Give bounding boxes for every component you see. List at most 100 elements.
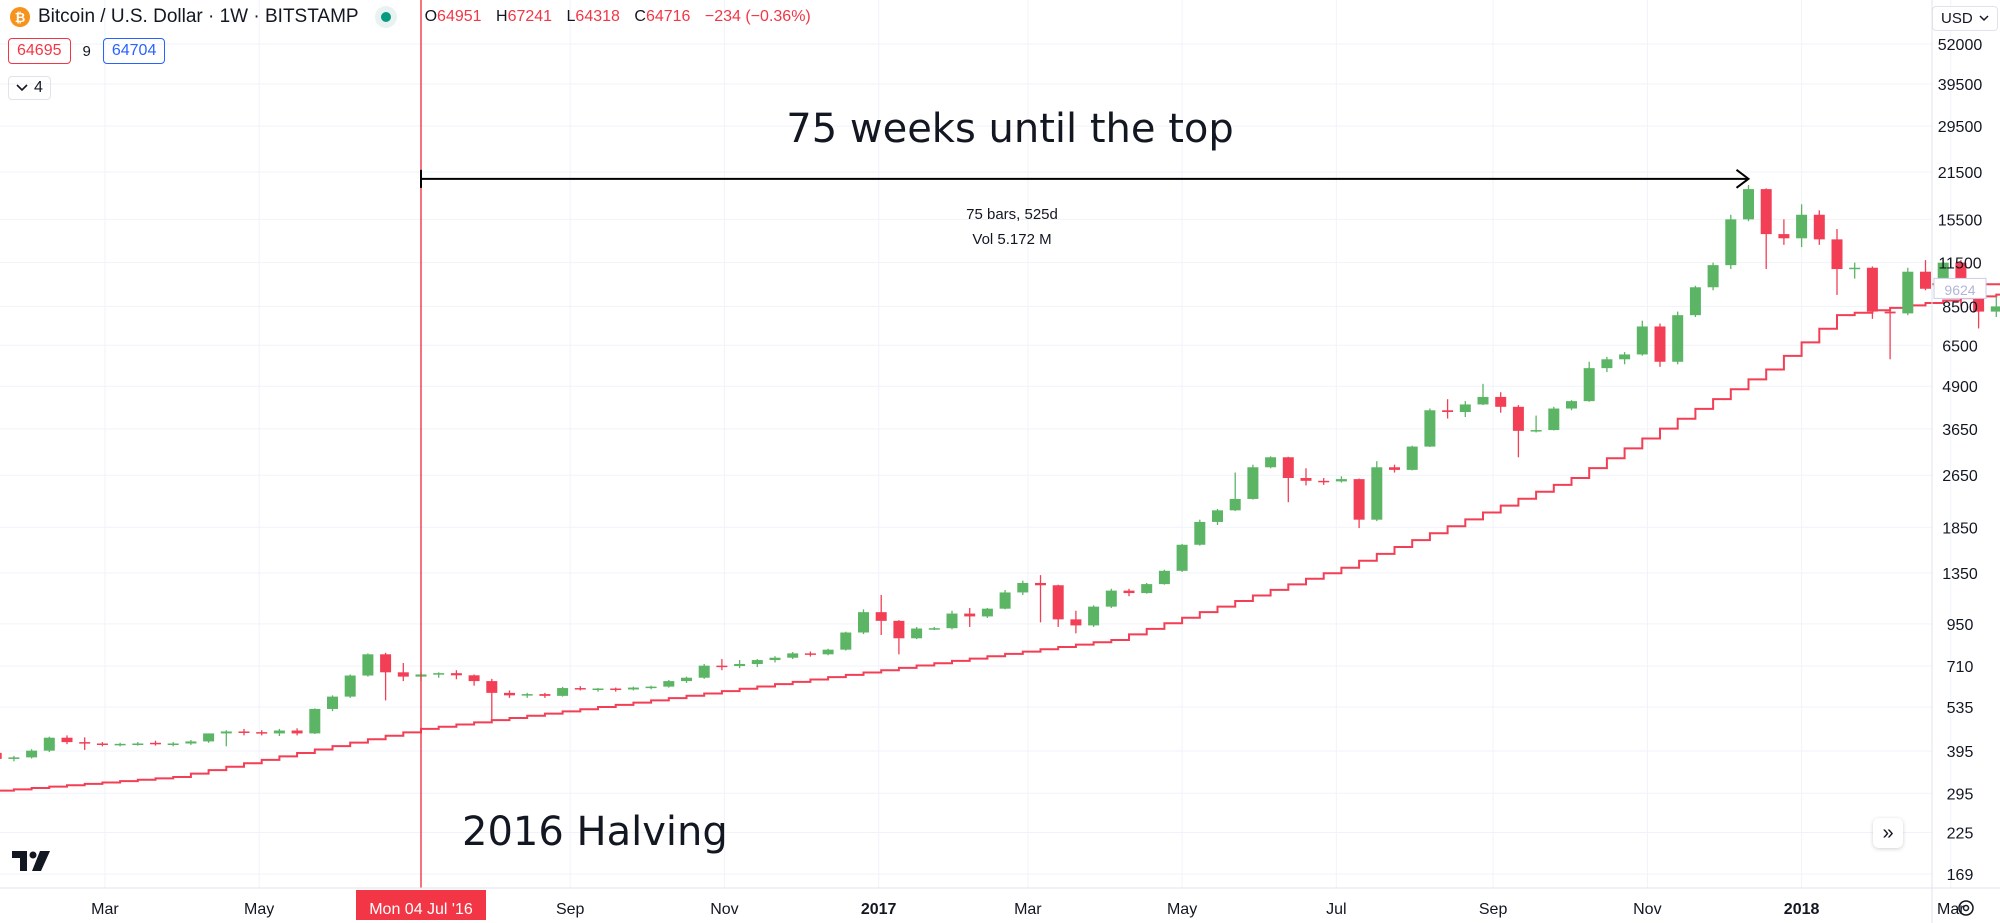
candle[interactable]	[1442, 399, 1454, 419]
scroll-to-realtime-button[interactable]: »	[1873, 818, 1903, 848]
candle[interactable]	[1583, 361, 1595, 402]
candle[interactable]	[1335, 476, 1347, 483]
candle[interactable]	[698, 664, 710, 679]
tradingview-logo-icon[interactable]	[12, 851, 52, 873]
candle[interactable]	[1760, 188, 1772, 270]
candle[interactable]	[999, 590, 1011, 610]
candle[interactable]	[574, 686, 586, 691]
candle[interactable]	[380, 652, 392, 701]
candle[interactable]	[1212, 508, 1223, 525]
candle[interactable]	[1530, 415, 1542, 433]
candle[interactable]	[79, 737, 91, 750]
candle[interactable]	[1672, 311, 1684, 365]
candle[interactable]	[964, 607, 976, 627]
candle[interactable]	[220, 730, 232, 747]
candle[interactable]	[1707, 262, 1719, 291]
candle[interactable]	[26, 749, 38, 759]
candle[interactable]	[1052, 584, 1064, 627]
candle[interactable]	[1088, 605, 1100, 627]
candle[interactable]	[928, 626, 940, 631]
annotation-title[interactable]: 75 weeks until the top	[786, 106, 1234, 152]
candle[interactable]	[1406, 445, 1418, 471]
candle[interactable]	[1654, 323, 1666, 367]
candle[interactable]	[1548, 406, 1560, 431]
candle[interactable]	[1158, 569, 1170, 585]
candle[interactable]	[327, 695, 338, 712]
candle[interactable]	[1300, 468, 1312, 486]
candle[interactable]	[610, 687, 622, 692]
sell-button[interactable]: 64695	[8, 38, 71, 64]
candle[interactable]	[804, 651, 816, 657]
indicators-toggle[interactable]: 4	[8, 76, 51, 100]
candle[interactable]	[1636, 320, 1648, 356]
candle[interactable]	[1424, 408, 1436, 448]
symbol-legend[interactable]: ₿ Bitcoin / U.S. Dollar · 1W · BITSTAMP …	[10, 6, 811, 28]
candle[interactable]	[1920, 260, 1931, 291]
candle[interactable]	[592, 688, 604, 692]
buy-button[interactable]: 64704	[102, 38, 166, 64]
candle[interactable]	[1229, 472, 1241, 512]
currency-selector[interactable]: USD	[1932, 6, 1998, 31]
candle[interactable]	[397, 663, 409, 682]
candle[interactable]	[291, 728, 303, 736]
candle[interactable]	[167, 742, 179, 747]
candle[interactable]	[256, 730, 268, 736]
candle[interactable]	[433, 672, 445, 678]
symbol-title[interactable]: Bitcoin / U.S. Dollar · 1W · BITSTAMP	[38, 6, 359, 27]
candle[interactable]	[1813, 210, 1825, 245]
candle[interactable]	[1849, 262, 1861, 279]
candle[interactable]	[504, 690, 515, 698]
candle[interactable]	[1725, 214, 1737, 270]
candle[interactable]	[450, 670, 462, 680]
candle[interactable]	[1743, 184, 1754, 222]
candle[interactable]	[663, 679, 675, 688]
gear-icon[interactable]	[1956, 898, 1976, 918]
candle[interactable]	[521, 692, 533, 698]
candle[interactable]	[1831, 229, 1843, 295]
candle[interactable]	[627, 686, 639, 691]
candle[interactable]	[1459, 401, 1471, 418]
candle[interactable]	[1105, 588, 1117, 608]
candle[interactable]	[61, 735, 73, 745]
halving-label[interactable]: 2016 Halving	[462, 809, 728, 855]
candle[interactable]	[539, 692, 551, 698]
candle[interactable]	[1035, 575, 1046, 623]
candle[interactable]	[1601, 356, 1613, 373]
candle[interactable]	[132, 742, 144, 746]
candle[interactable]	[1371, 461, 1383, 522]
candle[interactable]	[1566, 400, 1577, 411]
candle[interactable]	[203, 733, 215, 743]
candle[interactable]	[734, 660, 746, 669]
candle[interactable]	[0, 751, 2, 761]
candle[interactable]	[911, 626, 923, 640]
candle[interactable]	[1477, 383, 1489, 406]
candle[interactable]	[769, 656, 781, 663]
candle[interactable]	[1796, 204, 1808, 248]
candle[interactable]	[893, 620, 905, 655]
candle[interactable]	[150, 740, 161, 746]
candle[interactable]	[1176, 543, 1188, 572]
candle[interactable]	[1866, 266, 1878, 319]
candle[interactable]	[1353, 478, 1365, 529]
candle[interactable]	[468, 674, 480, 686]
candle[interactable]	[1389, 464, 1400, 473]
candle[interactable]	[1265, 456, 1277, 469]
candle[interactable]	[1017, 580, 1029, 595]
candle[interactable]	[1689, 285, 1701, 317]
candle[interactable]	[1990, 296, 2000, 317]
candle[interactable]	[185, 740, 197, 745]
candle[interactable]	[309, 708, 321, 735]
candle[interactable]	[1512, 405, 1524, 458]
candle[interactable]	[273, 728, 285, 737]
candle[interactable]	[858, 609, 869, 635]
market-status-icon[interactable]	[374, 6, 397, 28]
candle[interactable]	[1495, 392, 1507, 413]
candle[interactable]	[43, 736, 55, 753]
candle[interactable]	[822, 648, 834, 656]
candle[interactable]	[8, 755, 20, 762]
candle[interactable]	[946, 610, 958, 630]
candle[interactable]	[787, 652, 799, 660]
candle[interactable]	[1282, 456, 1294, 503]
candle[interactable]	[645, 685, 657, 690]
